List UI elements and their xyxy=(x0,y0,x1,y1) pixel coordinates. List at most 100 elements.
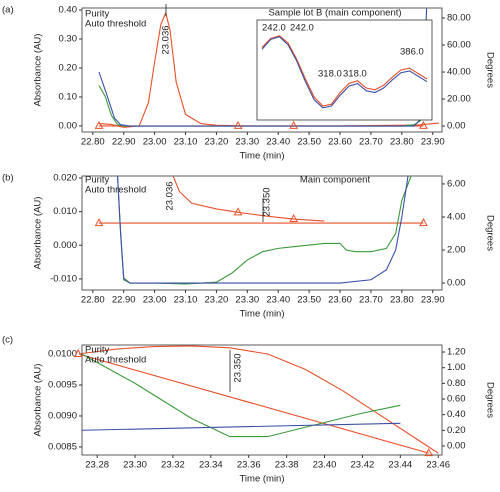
x-tick-label: 23.40 xyxy=(313,460,337,471)
y2-tick-label: 0.80 xyxy=(447,378,466,389)
trace xyxy=(82,353,401,438)
x-tick-label: 23.70 xyxy=(359,295,383,306)
y-tick-label: 0.0090 xyxy=(48,410,77,421)
x-tick-label: 23.30 xyxy=(235,295,259,306)
y-tick-label: 0.20 xyxy=(59,62,78,73)
y2-tick-label: 80.00 xyxy=(447,13,471,24)
y2-tick-label: 0.40 xyxy=(447,409,466,420)
y2-tick-label: 0.60 xyxy=(447,394,466,405)
inset-spectrum xyxy=(261,35,428,107)
x-tick-label: 23.10 xyxy=(174,137,198,148)
inset-label: 386.0 xyxy=(400,47,424,58)
x-tick-label: 23.38 xyxy=(275,460,299,471)
x-tick-label: 23.32 xyxy=(161,460,185,471)
x-tick-label: 23.60 xyxy=(328,295,352,306)
y-axis-label: Absorbance (AU) xyxy=(33,197,44,270)
annotation: 23.350 xyxy=(233,353,244,382)
x-tick-label: 23.80 xyxy=(390,295,414,306)
x-tick-label: 23.00 xyxy=(143,137,167,148)
threshold-marker xyxy=(94,218,104,227)
traces xyxy=(99,176,424,285)
inset-label: 242.0 xyxy=(262,23,286,34)
x-tick-label: 23.90 xyxy=(421,295,445,306)
trace xyxy=(172,176,325,222)
x-tick-label: 23.36 xyxy=(237,460,261,471)
trace xyxy=(82,345,439,454)
y2-tick-label: 1.00 xyxy=(447,362,466,373)
y2-axis-label: Degrees xyxy=(484,382,495,418)
y-tick-label: 0.020 xyxy=(53,173,77,184)
x-tick-label: 23.42 xyxy=(351,460,375,471)
x-tick-label: 23.70 xyxy=(359,137,383,148)
legend-entry: Auto threshold xyxy=(85,355,146,366)
x-axis-label: Time (min) xyxy=(239,474,284,485)
inset-title: Sample lot B (main component) xyxy=(268,8,401,19)
x-tick-label: 23.20 xyxy=(205,295,229,306)
y2-tick-label: 60.00 xyxy=(447,40,471,51)
annotation: 23.350 xyxy=(262,187,273,216)
inset-label: 318.0 xyxy=(318,69,342,80)
annotation: 23.036 xyxy=(165,181,176,210)
panel-label: (b) xyxy=(2,173,14,184)
x-tick-label: 23.10 xyxy=(174,295,198,306)
y2-tick-label: 0.00 xyxy=(447,441,466,452)
y2-tick-label: 2.00 xyxy=(447,245,466,256)
threshold-marker xyxy=(289,120,299,129)
y-axis-label: Absorbance (AU) xyxy=(33,364,44,437)
y2-tick-label: 40.00 xyxy=(447,67,471,78)
x-tick-label: 22.80 xyxy=(81,295,105,306)
y-tick-label: 0.000 xyxy=(53,240,77,251)
x-axis-label: Time (min) xyxy=(239,309,284,320)
plot-frame xyxy=(81,175,443,291)
inset-spectrum xyxy=(261,36,428,109)
y2-tick-label: 0.20 xyxy=(447,425,466,436)
traces xyxy=(82,345,439,454)
threshold-marker xyxy=(424,448,434,457)
x-tick-label: 23.34 xyxy=(199,460,223,471)
y2-tick-label: 6.00 xyxy=(447,178,466,189)
y-tick-label: 0.40 xyxy=(59,5,78,16)
x-tick-label: 23.30 xyxy=(123,460,147,471)
y2-axis-label: Degrees xyxy=(484,215,495,251)
threshold-marker xyxy=(419,120,428,129)
x-axis-label: Time (min) xyxy=(239,151,284,162)
x-tick-label: 23.46 xyxy=(426,460,450,471)
panel-label: (c) xyxy=(2,335,13,346)
legend-entry: Purity xyxy=(85,9,110,20)
inset-label: 242.0 xyxy=(290,23,314,34)
legend-entry: Auto threshold xyxy=(85,19,146,30)
inset-label: 318.0 xyxy=(343,69,367,80)
threshold-marker xyxy=(289,213,299,223)
y-tick-label: 0.0095 xyxy=(48,379,77,390)
x-tick-label: 23.50 xyxy=(297,137,321,148)
y-tick-label: -0.010 xyxy=(50,273,77,284)
legend-entry: Auto threshold xyxy=(85,185,146,196)
y2-tick-label: 4.00 xyxy=(447,211,466,222)
y2-tick-label: 20.00 xyxy=(447,94,471,105)
x-tick-label: 23.00 xyxy=(143,295,167,306)
trace xyxy=(82,422,401,431)
x-tick-label: 23.44 xyxy=(388,460,412,471)
trace xyxy=(116,176,409,284)
x-tick-label: 23.20 xyxy=(205,137,229,148)
threshold-marker xyxy=(73,348,83,357)
x-tick-label: 23.28 xyxy=(85,460,109,471)
y-tick-label: 0.0100 xyxy=(48,349,77,360)
x-tick-label: 23.30 xyxy=(235,137,259,148)
x-tick-label: 23.80 xyxy=(390,137,414,148)
y2-tick-label: 1.20 xyxy=(447,347,466,358)
y-tick-label: 0.30 xyxy=(59,34,78,45)
x-tick-label: 23.60 xyxy=(328,137,352,148)
y-tick-label: 0.00 xyxy=(59,120,78,131)
x-tick-label: 23.90 xyxy=(421,137,445,148)
threshold-marker xyxy=(419,218,428,227)
annotation: Main component xyxy=(300,175,371,186)
x-tick-label: 22.80 xyxy=(81,137,105,148)
panel-label: (a) xyxy=(2,5,14,16)
y2-tick-label: 0.00 xyxy=(447,278,466,289)
y2-axis-label: Degrees xyxy=(484,52,495,88)
plot-frame xyxy=(81,344,443,456)
x-tick-label: 22.90 xyxy=(112,137,136,148)
x-tick-label: 23.50 xyxy=(297,295,321,306)
y-tick-label: 0.0085 xyxy=(48,441,77,452)
